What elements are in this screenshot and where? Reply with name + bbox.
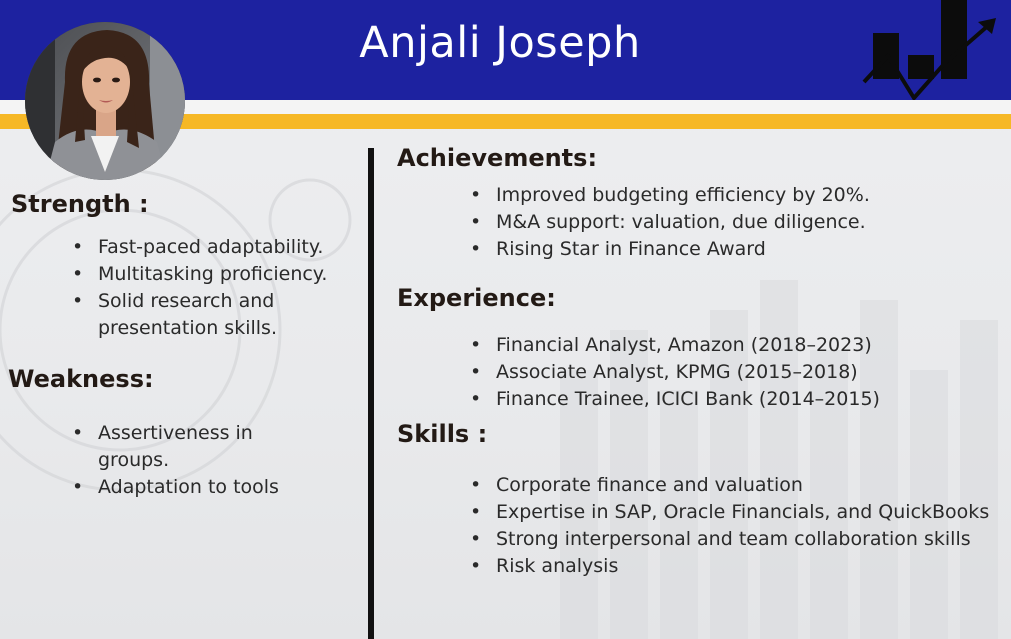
list-item: M&A support: valuation, due diligence.: [470, 209, 1000, 236]
achievements-heading: Achievements:: [397, 144, 598, 172]
person-name: Anjali Joseph: [359, 18, 641, 68]
list-item: Financial Analyst, Amazon (2018–2023): [470, 332, 1000, 359]
achievements-list: Improved budgeting efficiency by 20%. M&…: [470, 182, 1000, 263]
growth-chart-icon: [862, 0, 996, 100]
list-item: Adaptation to tools: [72, 474, 282, 501]
skills-heading: Skills :: [397, 420, 488, 448]
list-item: Strong interpersonal and team collaborat…: [470, 526, 1005, 553]
accent-band: [0, 114, 1011, 129]
profile-photo: [25, 22, 185, 180]
list-item: Corporate finance and valuation: [470, 472, 1005, 499]
list-item: Improved budgeting efficiency by 20%.: [470, 182, 1000, 209]
experience-list: Financial Analyst, Amazon (2018–2023) As…: [470, 332, 1000, 413]
weakness-heading: Weakness:: [8, 365, 154, 393]
list-item: Finance Trainee, ICICI Bank (2014–2015): [470, 386, 1000, 413]
list-item: Assertiveness in groups.: [72, 420, 282, 474]
list-item: Risk analysis: [470, 553, 1005, 580]
list-item: Fast-paced adaptability.: [72, 234, 362, 261]
list-item: Multitasking proficiency.: [72, 261, 362, 288]
list-item: Rising Star in Finance Award: [470, 236, 1000, 263]
list-item: Associate Analyst, KPMG (2015–2018): [470, 359, 1000, 386]
experience-heading: Experience:: [397, 284, 556, 312]
column-divider: [368, 148, 374, 639]
skills-list: Corporate finance and valuation Expertis…: [470, 472, 1005, 580]
strength-list: Fast-paced adaptability. Multitasking pr…: [72, 234, 362, 342]
weakness-list: Assertiveness in groups. Adaptation to t…: [72, 420, 282, 501]
header-separator: [0, 100, 1011, 114]
list-item: Solid research and presentation skills.: [72, 288, 362, 342]
list-item: Expertise in SAP, Oracle Financials, and…: [470, 499, 1005, 526]
strength-heading: Strength :: [11, 190, 149, 218]
